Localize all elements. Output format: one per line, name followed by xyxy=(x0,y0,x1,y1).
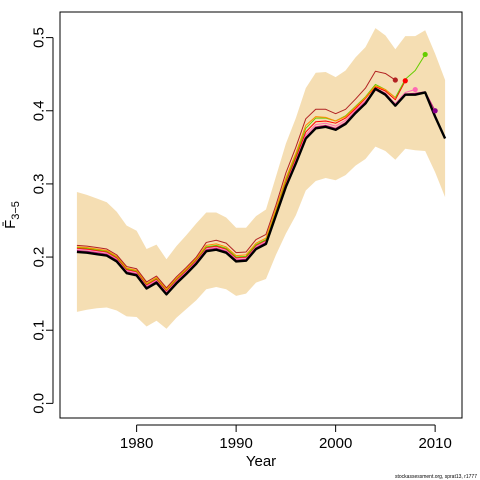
y-tick-label-0: 0.0 xyxy=(30,393,47,414)
series-line-4 xyxy=(76,54,426,291)
x-tick-label-3: 2010 xyxy=(418,435,451,452)
x-tick-label-0: 1980 xyxy=(120,435,153,452)
x-axis: 1980 1990 2000 2010 xyxy=(120,424,452,452)
y-tick-label-1: 0.1 xyxy=(30,320,47,341)
x-axis-title: Year xyxy=(246,453,276,470)
endpoint-marker-4 xyxy=(432,108,438,114)
endpoint-marker-0 xyxy=(392,77,398,83)
x-tick-label-2: 2000 xyxy=(319,435,352,452)
y-axis: 0.0 0.1 0.2 0.3 0.4 0.5 xyxy=(30,27,54,414)
y-tick-label-5: 0.5 xyxy=(31,27,48,48)
series-line-2 xyxy=(76,89,416,292)
confidence-band xyxy=(76,28,446,329)
y-axis-title-subscript: 3−5 xyxy=(10,201,22,220)
series-line-0 xyxy=(76,87,447,296)
endpoint-marker-3 xyxy=(422,51,428,58)
confidence-band-layer xyxy=(76,28,446,329)
series-layer xyxy=(76,54,447,296)
endpoint-marker-2 xyxy=(412,86,418,93)
y-axis-title-main: F̄ xyxy=(2,220,19,229)
series-line-6 xyxy=(76,70,396,289)
series-line-3 xyxy=(76,80,406,292)
y-tick-label-3: 0.3 xyxy=(30,173,47,194)
plot-frame xyxy=(59,11,463,419)
endpoint-marker-1 xyxy=(402,78,408,84)
credit-text: stockassessment.org, sprat13, r1777 xyxy=(395,474,477,480)
series-line-5 xyxy=(76,85,396,290)
x-tick-label-1: 1990 xyxy=(219,435,252,452)
y-tick-label-4: 0.4 xyxy=(30,100,47,121)
endpoint-layer xyxy=(392,51,438,114)
y-tick-label-2: 0.2 xyxy=(31,247,48,268)
y-axis-title: F̄3−5 xyxy=(2,201,22,229)
